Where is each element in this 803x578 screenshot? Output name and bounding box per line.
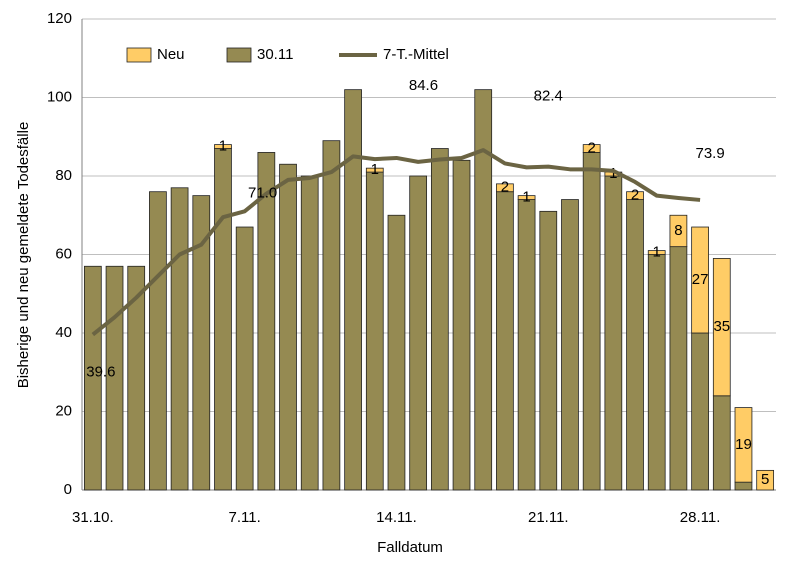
x-tick-label: 28.11. <box>680 509 721 526</box>
data-label: 5 <box>761 471 769 488</box>
bar <box>409 175 428 491</box>
x-tick-label: 21.11. <box>528 509 569 526</box>
y-tick-label: 80 <box>55 167 72 184</box>
data-label: 1 <box>609 165 617 182</box>
data-label: 19 <box>735 436 752 453</box>
data-label: 1 <box>653 244 661 261</box>
bar <box>365 171 384 491</box>
bar <box>127 265 146 491</box>
bar <box>192 195 211 491</box>
bar <box>539 210 558 491</box>
bar <box>582 152 601 491</box>
stacked-bar <box>626 191 644 200</box>
line <box>91 148 701 337</box>
bar <box>322 140 341 491</box>
line-label: 82.4 <box>534 88 563 105</box>
bar <box>344 89 362 491</box>
bar <box>387 214 406 491</box>
y-tick-label: 100 <box>47 88 72 105</box>
bar <box>452 159 471 491</box>
bar <box>561 199 579 491</box>
y-tick-label: 120 <box>47 10 72 27</box>
stacked-bar <box>669 214 688 248</box>
bar <box>517 199 536 491</box>
y-tick-label: 40 <box>55 324 72 341</box>
bar <box>235 226 254 491</box>
y-tick-label: 60 <box>55 245 72 262</box>
bar <box>170 187 189 491</box>
data-label: 35 <box>713 318 730 335</box>
bar <box>300 175 319 491</box>
legend-swatch <box>226 47 252 63</box>
bar <box>712 395 731 491</box>
legend-label: 7-T.-Mittel <box>383 46 449 63</box>
stacked-bar <box>691 226 709 334</box>
y-tick-label: 20 <box>55 402 72 419</box>
bar <box>214 148 232 491</box>
line-label: 73.9 <box>695 145 724 162</box>
bar <box>430 148 449 491</box>
bar <box>734 481 753 491</box>
stacked-bar <box>756 469 775 491</box>
stacked-bar <box>496 183 514 193</box>
bar <box>149 191 167 491</box>
data-label: 2 <box>587 139 595 156</box>
y-tick-label: 0 <box>64 481 72 498</box>
stacked-bar <box>517 195 536 200</box>
bar <box>626 199 644 491</box>
data-label: 27 <box>692 271 709 288</box>
bar <box>669 246 688 491</box>
legend-label: 30.11 <box>257 46 293 63</box>
x-tick-label: 14.11. <box>376 509 417 526</box>
stacked-bar <box>582 144 601 153</box>
data-label: 1 <box>219 138 227 155</box>
bar <box>604 175 623 491</box>
bar <box>474 89 493 491</box>
bar <box>257 152 276 491</box>
legend-swatch <box>126 47 152 63</box>
line-label: 84.6 <box>409 77 438 94</box>
bar <box>496 191 514 491</box>
data-label: 2 <box>501 179 509 196</box>
line-label: 71.0 <box>248 184 277 201</box>
data-label: 2 <box>631 187 639 204</box>
x-tick-label: 31.10. <box>72 509 114 526</box>
x-tick-label: 7.11. <box>229 509 261 526</box>
y-axis-title: Bisherige und neu gemeldete Todesfälle <box>15 122 32 389</box>
legend-label: Neu <box>157 46 185 63</box>
bar <box>279 163 297 491</box>
x-axis-title: Falldatum <box>377 539 443 556</box>
bar <box>691 332 709 491</box>
data-label: 1 <box>371 161 379 178</box>
bar <box>647 254 666 491</box>
data-label: 8 <box>674 222 682 239</box>
stacked-bar <box>365 167 384 173</box>
stacked-bar <box>647 250 666 255</box>
stacked-bar <box>734 407 753 483</box>
line-label: 39.6 <box>86 364 115 381</box>
data-label: 1 <box>522 189 530 206</box>
bar <box>83 265 102 491</box>
stacked-bar <box>214 144 232 149</box>
stacked-bar <box>712 258 731 397</box>
